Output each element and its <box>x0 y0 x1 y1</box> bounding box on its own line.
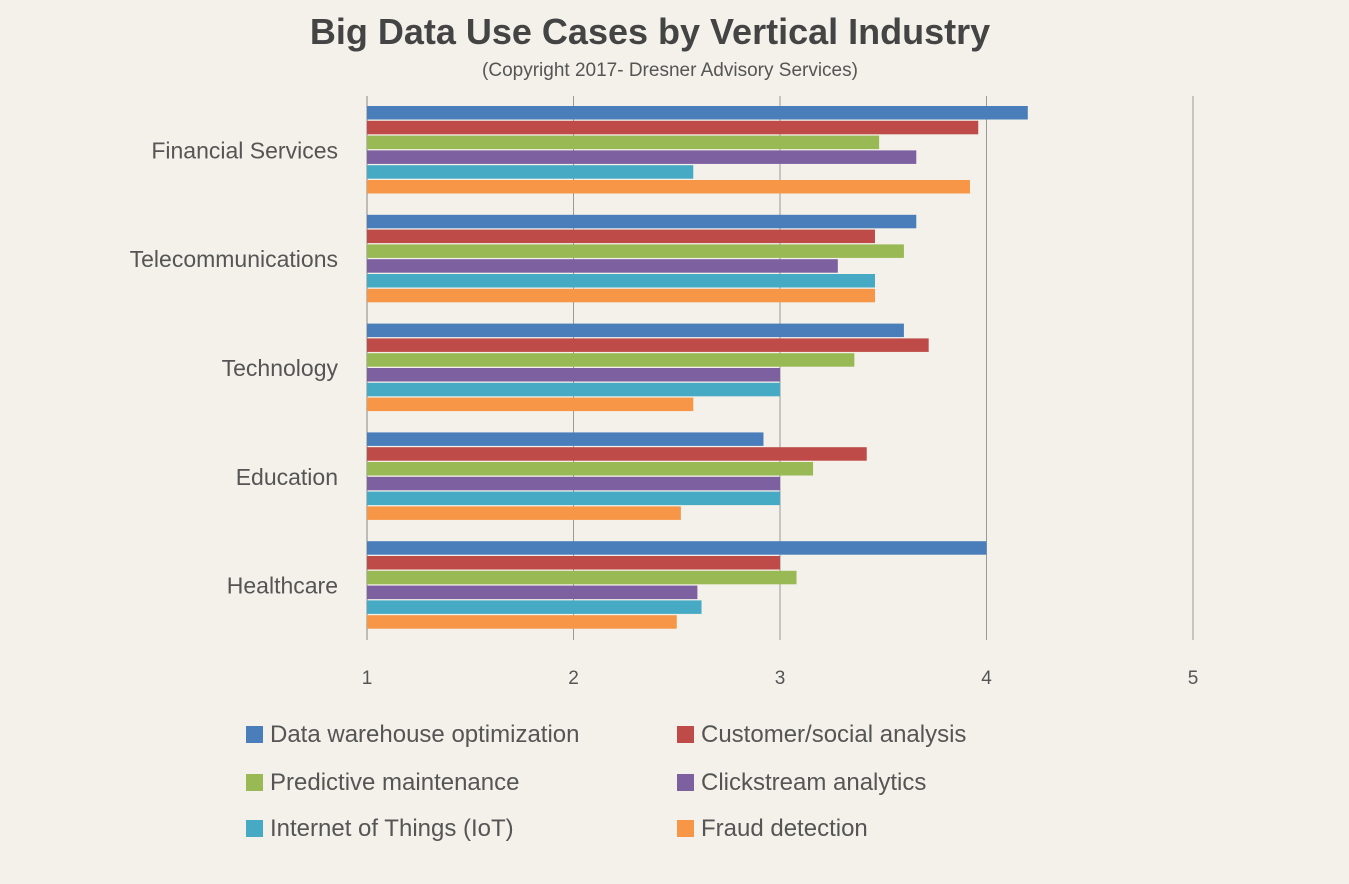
category-label: Telecommunications <box>130 246 338 272</box>
x-tick-label: 4 <box>981 668 992 689</box>
legend-swatch <box>246 820 263 837</box>
legend: Data warehouse optimization Customer/soci… <box>246 721 966 842</box>
category-label: Technology <box>222 355 339 381</box>
bar-1-3 <box>367 259 838 273</box>
bar-2-3 <box>367 368 780 382</box>
bar-1-0 <box>367 214 917 229</box>
category-label: Financial Services <box>151 137 338 163</box>
bar-0-4 <box>367 165 694 179</box>
bar-4-4 <box>367 600 702 614</box>
legend-swatch <box>246 726 263 743</box>
bar-4-3 <box>367 585 698 600</box>
category-labels: Financial Services Telecommunications Tech… <box>130 137 339 598</box>
legend-label: Fraud detection <box>701 815 868 842</box>
x-tick-label: 5 <box>1188 668 1199 689</box>
x-tick-label: 2 <box>568 668 579 689</box>
bar-4-0 <box>367 541 987 555</box>
bar-0-0 <box>367 106 1028 120</box>
bar-4-2 <box>367 570 797 585</box>
legend-swatch <box>677 726 694 743</box>
bars <box>367 106 1028 629</box>
legend-label: Predictive maintenance <box>270 769 519 796</box>
bar-3-4 <box>367 491 780 506</box>
bar-0-5 <box>367 180 970 194</box>
chart-title: Big Data Use Cases by Vertical Industry <box>310 11 990 52</box>
legend-label: Customer/social analysis <box>701 721 966 748</box>
bar-2-4 <box>367 382 780 397</box>
bar-3-2 <box>367 462 814 476</box>
bar-0-3 <box>367 150 917 164</box>
bar-1-2 <box>367 244 904 258</box>
bar-1-5 <box>367 288 875 303</box>
bar-2-0 <box>367 323 904 338</box>
legend-label: Clickstream analytics <box>701 769 926 796</box>
legend-swatch <box>677 774 694 791</box>
bar-4-5 <box>367 615 677 629</box>
x-tick-label: 1 <box>362 668 373 689</box>
legend-label: Internet of Things (IoT) <box>270 815 514 842</box>
category-label: Healthcare <box>227 573 338 599</box>
bar-0-2 <box>367 135 880 150</box>
legend-swatch <box>677 820 694 837</box>
bar-3-3 <box>367 476 780 491</box>
bar-0-1 <box>367 120 979 135</box>
bar-1-4 <box>367 274 875 288</box>
x-axis-ticks: 1 2 3 4 5 <box>362 668 1199 689</box>
bar-2-1 <box>367 338 929 352</box>
bar-3-5 <box>367 506 681 520</box>
bar-4-1 <box>367 556 780 570</box>
x-tick-label: 3 <box>775 668 786 689</box>
legend-swatch <box>246 774 263 791</box>
bar-2-5 <box>367 397 694 412</box>
category-label: Education <box>236 464 338 490</box>
legend-label: Data warehouse optimization <box>270 721 580 748</box>
bar-2-2 <box>367 353 855 367</box>
chart-subtitle: (Copyright 2017- Dresner Advisory Servic… <box>482 60 858 81</box>
bar-3-0 <box>367 432 764 446</box>
bar-1-1 <box>367 229 875 244</box>
bar-3-1 <box>367 447 867 461</box>
